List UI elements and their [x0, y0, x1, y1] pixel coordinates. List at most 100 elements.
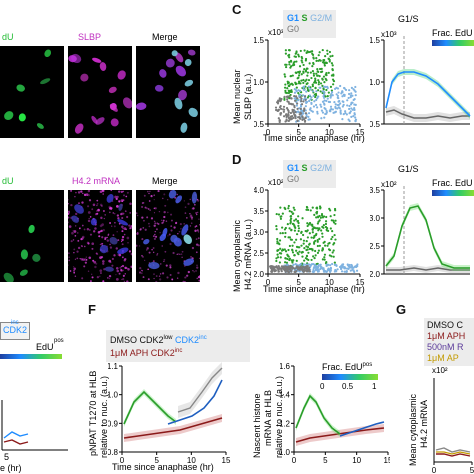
d-point-g2m [309, 265, 312, 268]
d-point-s [321, 232, 324, 235]
d-point-s [303, 259, 306, 262]
c-point-g2m [336, 87, 340, 90]
c-point-g0 [300, 97, 303, 100]
f-right-blue [339, 421, 385, 437]
c-point-g2m [345, 113, 348, 116]
mrna-dot [73, 248, 76, 251]
mrna-dot [96, 275, 100, 279]
mrna-dot [81, 235, 85, 239]
d-point-s [276, 242, 279, 245]
mrna-dot [82, 258, 85, 261]
mrna-dot [141, 238, 144, 241]
c-point-g0 [282, 110, 285, 113]
mrna-dot [196, 264, 198, 267]
c-point-s [331, 64, 334, 67]
c-point-g2m [316, 97, 319, 100]
micrograph-merge-row1 [136, 46, 200, 138]
c-point-g2m [310, 96, 313, 99]
d-point-g0 [300, 268, 304, 272]
d-point-s [279, 232, 282, 235]
mrna-dot [191, 218, 193, 220]
c-point-s [316, 74, 319, 77]
c-point-g0 [280, 97, 283, 101]
d-point-s [322, 215, 326, 218]
mrna-dot [139, 228, 142, 231]
d-point-s [287, 207, 290, 210]
mrna-dot [71, 231, 74, 235]
mrna-dot [107, 234, 110, 236]
mrna-dot [117, 253, 120, 256]
mrna-dot [198, 218, 200, 220]
c-point-g0 [290, 97, 293, 100]
d-point-s [295, 245, 299, 248]
d-point-s [291, 251, 295, 254]
c-point-s [289, 59, 293, 62]
c-point-g0 [277, 117, 280, 120]
mrna-dot [169, 264, 172, 267]
mrna-dot [181, 256, 183, 258]
mrna-dot [153, 212, 156, 214]
nucleus [74, 204, 84, 214]
d-point-g2m [349, 269, 352, 272]
c-point-s [301, 61, 304, 64]
mrna-dot [147, 208, 150, 210]
mrna-dot [100, 205, 103, 207]
mrna-dot [198, 257, 200, 260]
d-line-ytick-label: 3.5 [370, 186, 381, 195]
c-point-g2m [307, 115, 310, 119]
c-point-s [319, 82, 323, 85]
d-point-g0 [278, 266, 281, 269]
c-point-g2m [341, 100, 344, 103]
d-point-g2m [344, 270, 347, 273]
c-point-g2m [323, 116, 326, 119]
d-point-g2m [334, 268, 337, 272]
mrna-dot [157, 190, 160, 193]
mrna-dot [81, 201, 84, 204]
c-point-s [285, 63, 288, 66]
c-point-g2m [349, 103, 353, 106]
mrna-dot [184, 276, 187, 279]
d-point-g0 [308, 270, 311, 273]
f-right-xtick-label: 0 [292, 456, 297, 465]
c-point-g2m [325, 109, 328, 113]
mrna-dot [101, 190, 105, 193]
nucleus [36, 123, 44, 129]
c-point-s [308, 62, 311, 65]
d-point-s [285, 261, 289, 264]
mrna-dot [68, 216, 70, 219]
c-point-g2m [324, 85, 327, 88]
mrna-dot [142, 227, 145, 229]
c-line-band [386, 69, 470, 119]
d-point-s [275, 259, 278, 263]
c-point-s [314, 87, 317, 90]
d-point-g2m [317, 266, 320, 269]
nucleus [28, 224, 35, 234]
mrna-dot [99, 190, 103, 194]
mrna-dot [109, 243, 111, 246]
d-point-g2m [350, 266, 354, 269]
d-point-s [295, 249, 298, 252]
d-point-s [288, 257, 292, 260]
f-right-plot: 0510151.01.21.41.6 [280, 362, 390, 465]
c-point-s [314, 77, 317, 80]
d-point-g2m [353, 265, 356, 268]
d-point-s [316, 240, 319, 243]
mrna-dot [89, 233, 93, 236]
c-point-s [284, 49, 287, 52]
d-point-s [316, 215, 320, 218]
d-line-plot: 2.0 2.5 3.0 3.5 [370, 186, 470, 279]
c-point-g2m [316, 106, 319, 109]
mrna-dot [148, 192, 150, 195]
d-point-s [318, 237, 321, 240]
mrna-dot [116, 195, 119, 199]
mrna-dot [124, 210, 127, 212]
mrna-dot [140, 272, 143, 275]
c-point-g2m [309, 87, 312, 91]
mrna-dot [148, 200, 151, 202]
c-point-s [329, 85, 333, 88]
c-point-s [302, 70, 305, 73]
nucleus [175, 195, 183, 204]
d-point-s [314, 227, 318, 230]
d-point-s [295, 259, 298, 262]
mrna-dot [176, 193, 178, 196]
